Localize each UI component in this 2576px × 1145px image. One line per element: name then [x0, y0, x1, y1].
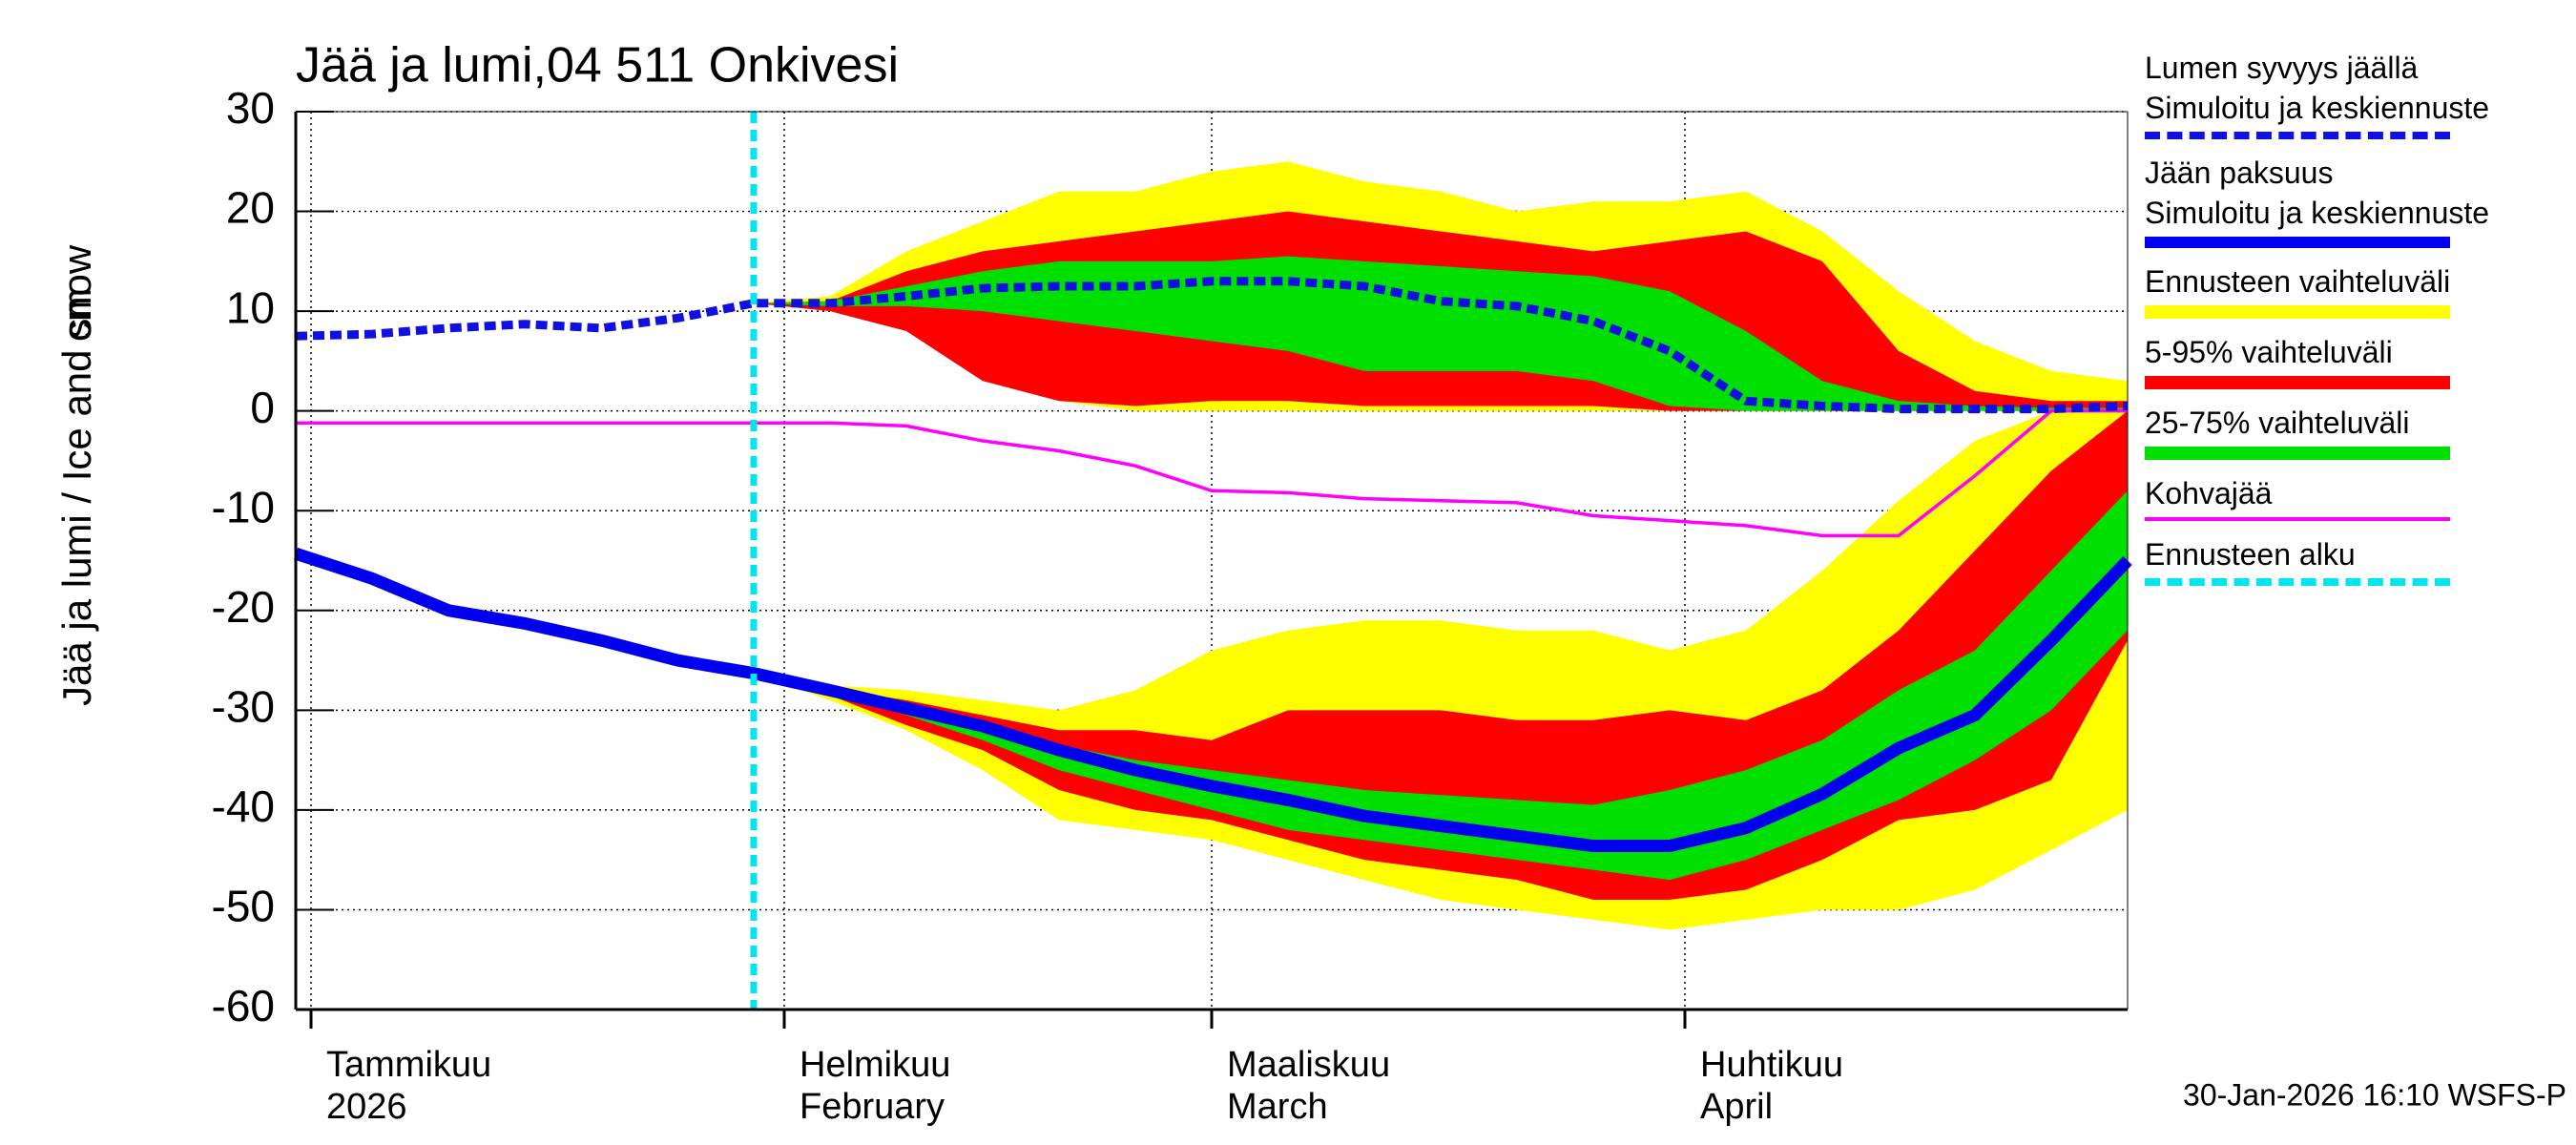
series-line — [295, 277, 2129, 414]
y-axis-label: Jää ja lumi / Ice and snow — [54, 244, 99, 706]
y-tick-label: -40 — [212, 781, 275, 831]
legend-label: Ennusteen alku — [2145, 537, 2356, 572]
legend-swatch — [2145, 578, 2450, 586]
y-axis-unit: cm — [54, 288, 99, 342]
timestamp: 30-Jan-2026 16:10 WSFS-P — [2183, 1077, 2566, 1112]
y-tick-label: 10 — [226, 282, 275, 332]
x-tick-label: Helmikuu February — [800, 1045, 951, 1127]
x-tick-label: Huhtikuu April — [1700, 1045, 1843, 1127]
legend-label: Jään paksuus Simuloitu ja keskiennuste — [2145, 156, 2490, 230]
y-tick-label: -10 — [212, 482, 275, 531]
legend-item: Ennusteen alku — [2145, 534, 2565, 586]
y-tick-label: -20 — [212, 582, 275, 632]
legend-item: Jään paksuus Simuloitu ja keskiennuste — [2145, 153, 2565, 248]
band-area — [754, 490, 2128, 881]
legend-item: 5-95% vaihteluväli — [2145, 332, 2565, 389]
legend-label: Kohvajää — [2145, 476, 2273, 510]
legend-swatch — [2145, 132, 2450, 139]
legend-label: Ennusteen vaihteluväli — [2145, 264, 2451, 299]
legend-swatch — [2145, 376, 2450, 389]
legend-label: 25-75% vaihteluväli — [2145, 406, 2410, 440]
y-tick-label: -30 — [212, 681, 275, 731]
y-tick-label: -60 — [212, 981, 275, 1030]
y-tick-label: 30 — [226, 83, 275, 133]
legend-item: Kohvajää — [2145, 473, 2565, 521]
legend-label: 5-95% vaihteluväli — [2145, 335, 2393, 369]
legend-item: Lumen syvyys jäällä Simuloitu ja keskien… — [2145, 48, 2565, 139]
legend-item: Ennusteen vaihteluväli — [2145, 261, 2565, 319]
legend-swatch — [2145, 305, 2450, 319]
chart-title: Jää ja lumi,04 511 Onkivesi — [296, 38, 899, 94]
series-line — [293, 548, 2132, 853]
y-tick-label: 0 — [250, 383, 275, 432]
legend-swatch — [2145, 447, 2450, 460]
legend-swatch — [2145, 517, 2450, 521]
x-tick-label: Maaliskuu March — [1227, 1045, 1391, 1127]
legend: Lumen syvyys jäällä Simuloitu ja keskien… — [2145, 48, 2565, 586]
legend-label: Lumen syvyys jäällä Simuloitu ja keskien… — [2145, 51, 2490, 125]
y-tick-label: -50 — [212, 882, 275, 931]
band-area — [754, 256, 2128, 411]
series-line — [296, 408, 2128, 538]
legend-item: 25-75% vaihteluväli — [2145, 403, 2565, 460]
x-tick-label: Tammikuu 2026 — [326, 1045, 492, 1127]
y-tick-label: 20 — [226, 183, 275, 233]
legend-swatch — [2145, 237, 2450, 248]
